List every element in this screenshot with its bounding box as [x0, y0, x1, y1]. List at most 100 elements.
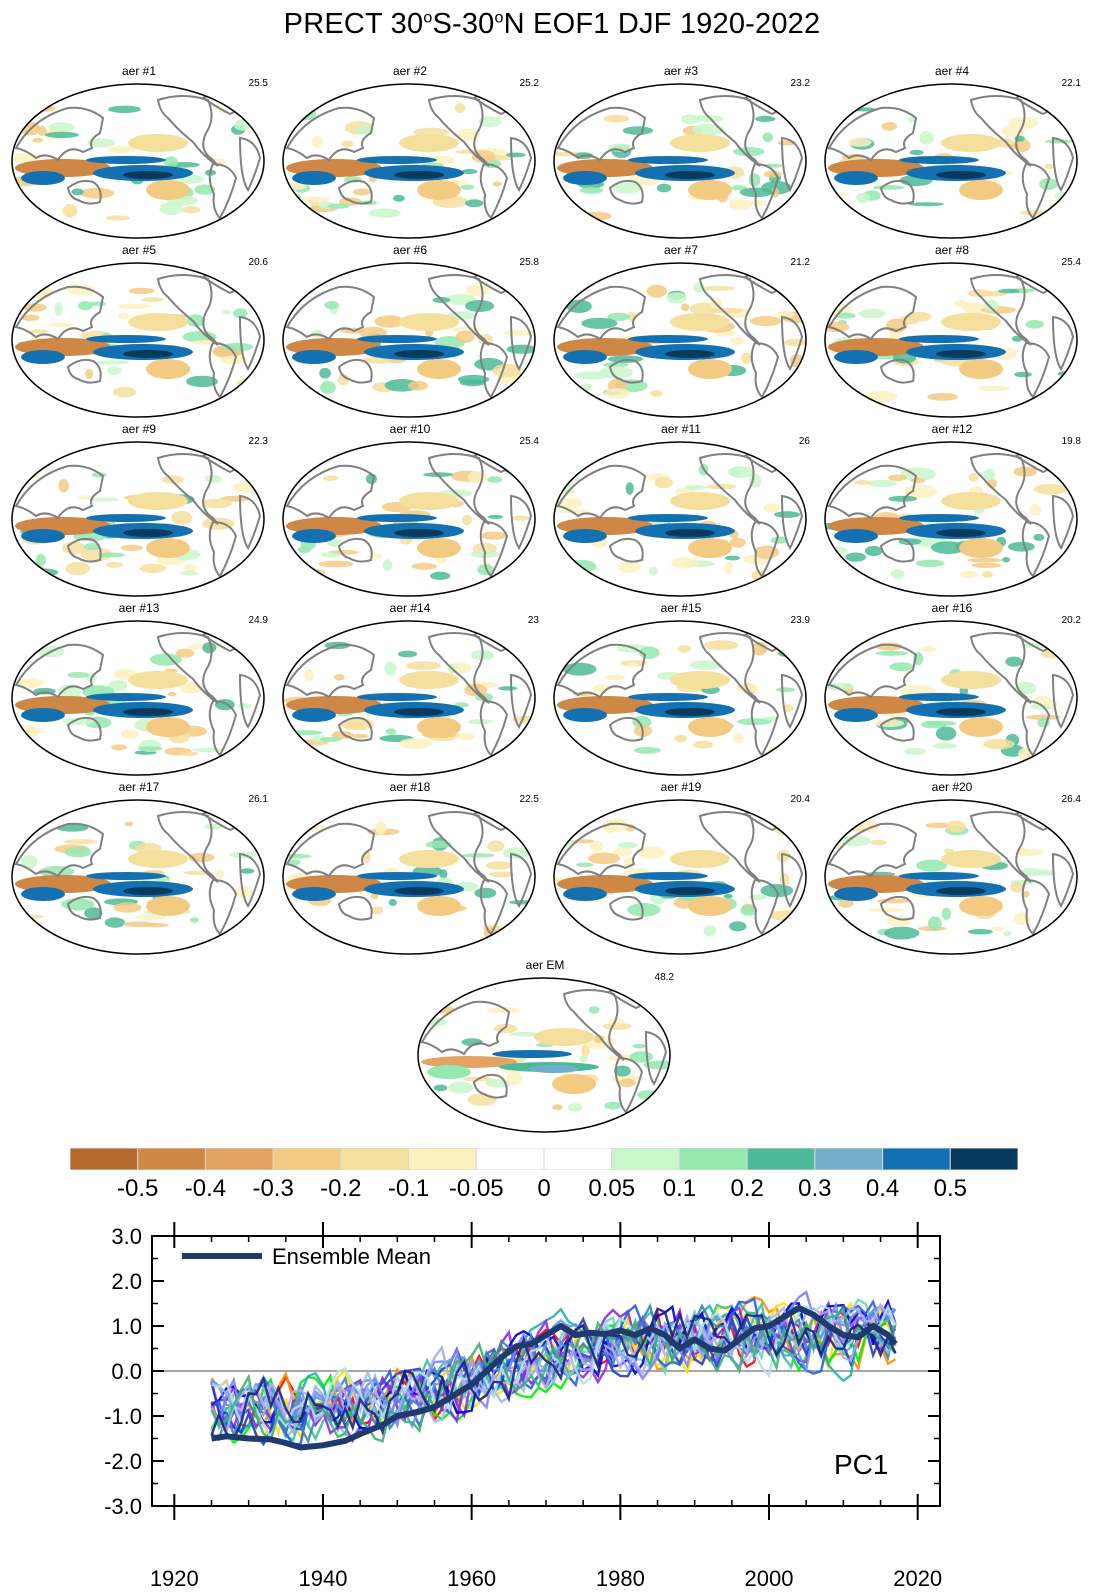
map-panel-label: aer #9	[121, 422, 157, 436]
map-anomaly-patch	[86, 872, 166, 880]
map-anomaly-patch	[579, 187, 604, 194]
map-anomaly-patch	[875, 650, 909, 656]
map-anomaly-patch	[863, 390, 898, 403]
map-anomaly-patch	[703, 925, 717, 937]
map-anomaly-patch	[105, 215, 131, 221]
map-anomaly-patch	[63, 839, 98, 845]
map-panel-label: aer EM	[525, 958, 565, 972]
continent-outline	[66, 179, 102, 205]
map-anomaly-patch	[85, 368, 94, 380]
colorbar-swatch	[746, 1148, 816, 1170]
map-anomaly-patch	[628, 156, 708, 164]
map-anomaly-patch	[465, 199, 484, 208]
map-anomaly-patch	[399, 313, 459, 331]
map-anomaly-patch	[1014, 848, 1045, 857]
map-anomaly-patch	[175, 648, 195, 658]
y-tick-label: -2.0	[104, 1449, 142, 1474]
continent-outline	[427, 274, 490, 346]
map-anomaly-patch	[367, 553, 382, 559]
y-tick-label: 0.0	[111, 1359, 142, 1384]
map-anomaly-patch	[899, 156, 979, 164]
map-anomaly-patch	[701, 285, 736, 291]
map-anomaly-patch	[12, 725, 42, 736]
continent-outline	[208, 520, 238, 578]
continent-outline	[969, 95, 1032, 167]
map-anomaly-patch	[688, 180, 732, 200]
map-anomaly-patch	[492, 1050, 572, 1058]
map-anomaly-patch	[71, 188, 84, 196]
map-anomaly-patch	[24, 109, 39, 119]
map-anomaly-patch	[128, 492, 188, 510]
map-panel: aer #14 23	[279, 601, 541, 776]
map-anomaly-patch	[246, 826, 255, 833]
continent-outline	[879, 358, 915, 384]
map-anomaly-patch	[674, 734, 688, 743]
map-panel: aer #17 26.1	[8, 780, 270, 955]
map-anomaly-patch	[487, 514, 504, 519]
continent-outline	[1021, 162, 1051, 220]
continent-outline	[509, 852, 533, 908]
colorbar-swatch	[882, 1148, 951, 1170]
map-anomaly-patch	[908, 311, 932, 322]
continent-outline	[827, 643, 918, 699]
map-anomaly-patch	[21, 350, 65, 364]
map-anomaly-patch	[915, 559, 945, 567]
map-globe	[824, 441, 1078, 597]
map-border	[553, 620, 807, 776]
map-anomaly-patch	[141, 297, 164, 303]
continent-outline	[969, 811, 1032, 883]
map-anomaly-patch	[740, 905, 757, 916]
map-anomaly-patch	[782, 642, 806, 655]
map-anomaly-patch	[394, 350, 444, 358]
map-anomaly-patch	[194, 184, 216, 195]
x-tick-label: 2000	[745, 1566, 794, 1591]
map-anomaly-patch	[492, 181, 502, 187]
continent-outline	[208, 699, 238, 757]
map-anomaly-patch	[64, 846, 92, 858]
map-anomaly-patch	[989, 926, 1006, 931]
map-anomaly-patch	[123, 171, 173, 179]
map-panel-label: aer #13	[118, 601, 160, 615]
continent-outline	[285, 285, 376, 341]
map-anomaly-patch	[724, 555, 740, 561]
map-anomaly-patch	[693, 740, 714, 749]
map-anomaly-patch	[492, 363, 522, 378]
map-anomaly-patch	[186, 314, 206, 327]
map-anomaly-patch	[57, 684, 81, 698]
map-anomaly-patch	[487, 476, 503, 483]
map-border	[11, 83, 265, 239]
map-anomaly-patch	[203, 823, 223, 830]
map-anomaly-patch	[1029, 869, 1057, 876]
map-anomaly-patch	[628, 693, 708, 701]
map-anomaly-patch	[628, 872, 708, 880]
map-anomaly-patch	[868, 907, 905, 913]
map-anomaly-patch	[474, 887, 497, 899]
continent-outline	[879, 716, 915, 742]
continent-outline	[780, 852, 804, 908]
map-border	[824, 620, 1078, 776]
map-anomaly-patch	[417, 538, 461, 558]
map-anomaly-patch	[183, 870, 209, 875]
map-anomaly-patch	[775, 687, 796, 693]
map-panel-variance: 19.8	[1061, 436, 1081, 447]
map-anomaly-patch	[290, 568, 326, 576]
map-anomaly-patch	[960, 570, 978, 579]
map-anomaly-patch	[357, 335, 437, 343]
map-anomaly-patch	[945, 820, 966, 833]
map-anomaly-patch	[834, 350, 878, 364]
map-anomaly-patch	[825, 641, 845, 655]
map-panel-label: aer #4	[934, 64, 970, 78]
map-anomaly-patch	[427, 1065, 471, 1079]
map-panel: aer #9 22.3	[8, 422, 270, 597]
map-anomaly-patch	[665, 887, 715, 895]
map-anomaly-patch	[1019, 210, 1046, 216]
map-border	[417, 977, 671, 1133]
map-panel: aer #3 23.2	[550, 64, 812, 239]
continent-outline	[479, 520, 509, 578]
map-anomaly-patch	[385, 728, 397, 735]
map-anomaly-patch	[128, 287, 155, 295]
map-globe	[282, 620, 536, 776]
map-anomaly-patch	[1025, 319, 1044, 329]
map-anomaly-patch	[603, 114, 630, 123]
colorbar-tick-label: 0.5	[933, 1175, 967, 1202]
